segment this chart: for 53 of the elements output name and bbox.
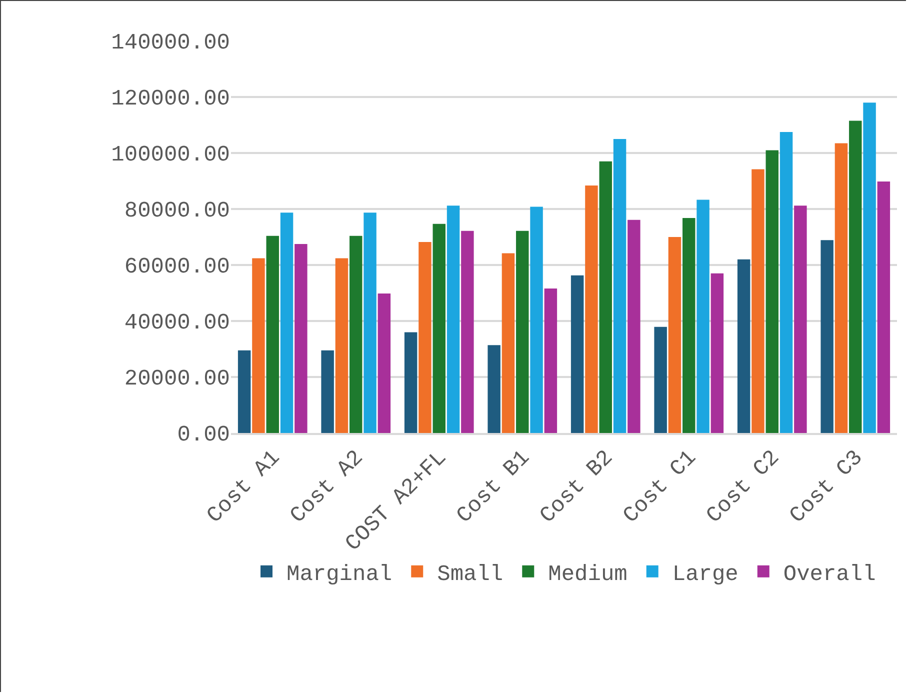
bar: [335, 258, 348, 433]
bar: [849, 120, 862, 433]
bar: [599, 161, 612, 433]
bar: [668, 237, 682, 433]
bar: [752, 169, 764, 433]
legend-label: Medium: [548, 562, 628, 587]
legend-label: Marginal: [286, 562, 392, 587]
bar: [863, 102, 876, 433]
bar: [834, 143, 848, 433]
bar: [682, 218, 696, 433]
bar: [570, 275, 584, 433]
bar: [502, 253, 515, 433]
bar: [585, 185, 598, 433]
bar: [766, 150, 778, 433]
y-tick-label: 80000.00: [124, 198, 230, 224]
bar: [238, 350, 251, 433]
bar: [321, 350, 334, 433]
bar: [613, 139, 626, 433]
bar: [820, 240, 834, 433]
bar: [404, 332, 418, 433]
bar: [628, 220, 640, 433]
bar: [378, 294, 391, 433]
bar: [461, 230, 474, 433]
bar: [364, 212, 376, 433]
bar: [794, 206, 807, 433]
bar: [350, 236, 362, 433]
y-tick-label: 140000.00: [111, 30, 230, 56]
bar: [266, 236, 279, 433]
legend-label: Large: [672, 562, 738, 587]
bar: [780, 132, 793, 433]
bar: [252, 258, 265, 433]
bar: [280, 212, 294, 433]
y-tick-label: 120000.00: [111, 86, 230, 112]
bar: [710, 273, 724, 433]
bar: [530, 206, 543, 433]
bar: [432, 224, 446, 433]
bar: [696, 200, 710, 433]
bar: [446, 206, 460, 433]
y-tick-label: 0.00: [177, 422, 230, 448]
bar: [877, 182, 890, 433]
bar: [654, 326, 667, 433]
bar: [418, 242, 432, 433]
y-tick-label: 20000.00: [124, 366, 230, 392]
bar: [544, 288, 558, 433]
y-tick-label: 100000.00: [111, 142, 230, 168]
legend-label: Small: [437, 562, 504, 587]
bar: [294, 244, 308, 433]
y-tick-label: 60000.00: [124, 254, 230, 280]
legend-label: Overall: [783, 562, 876, 587]
bar: [488, 345, 500, 433]
bar: [516, 230, 529, 433]
bar: [737, 259, 750, 433]
y-tick-label: 40000.00: [124, 310, 230, 336]
